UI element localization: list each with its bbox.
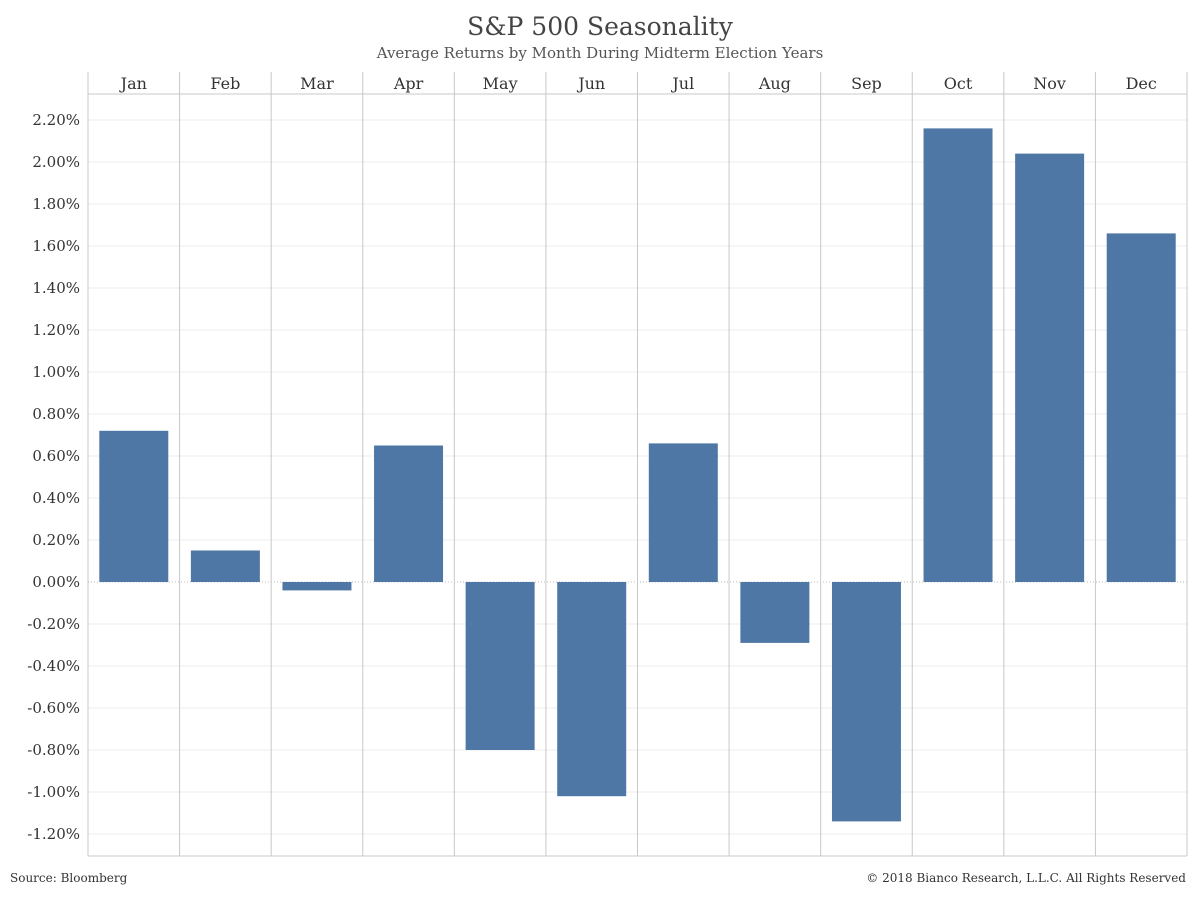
y-tick-label: 1.80% [32,195,80,213]
y-tick-label: -1.20% [27,825,80,843]
month-label-apr: Apr [393,74,424,93]
y-tick-label: 0.80% [32,405,80,423]
month-label-jun: Jun [576,74,605,93]
y-tick-label: -0.20% [27,615,80,633]
month-label-feb: Feb [210,74,240,93]
month-label-aug: Aug [758,74,791,93]
bar-nov [1015,153,1085,582]
month-label-jan: Jan [119,74,147,93]
y-tick-label: 1.00% [32,363,80,381]
month-label-may: May [483,74,518,93]
bar-mar [282,582,352,591]
month-labels: Jan Feb Mar Apr May Jun Jul Aug Sep Oct Nov Dec [119,74,1157,93]
y-tick-label: 0.40% [32,489,80,507]
y-tick-label: -1.00% [27,783,80,801]
month-label-mar: Mar [300,74,334,93]
y-tick-label: 0.00% [32,573,80,591]
bar-may [465,582,535,750]
y-tick-label: -0.80% [27,741,80,759]
y-tick-label: 1.20% [32,321,80,339]
y-tick-label: 0.60% [32,447,80,465]
y-tick-label: -0.40% [27,657,80,675]
bar-aug [740,582,810,643]
y-tick-label: -0.60% [27,699,80,717]
bar-jul [648,443,718,582]
copyright-note: © 2018 Bianco Research, L.L.C. All Right… [866,871,1186,885]
bar-jun [557,582,627,797]
bar-jan [99,430,169,582]
y-tick-label: 2.20% [32,111,80,129]
bar-sep [831,582,901,822]
month-label-nov: Nov [1033,74,1066,93]
chart-subtitle: Average Returns by Month During Midterm … [376,44,824,62]
month-label-oct: Oct [944,74,973,93]
y-tick-labels: 2.20% 2.00% 1.80% 1.60% 1.40% 1.20% 1.00% 0.80%… [27,111,80,843]
y-tick-label: 0.20% [32,531,80,549]
bar-apr [374,445,444,582]
bar-dec [1106,233,1176,582]
source-note: Source: Bloomberg [10,871,128,885]
y-tick-label: 1.60% [32,237,80,255]
month-label-sep: Sep [851,74,882,93]
month-label-jul: Jul [670,74,694,93]
month-label-dec: Dec [1126,74,1157,93]
chart-title: S&P 500 Seasonality [467,12,733,41]
y-tick-label: 2.00% [32,153,80,171]
bar-feb [190,550,260,582]
bars [99,128,1176,822]
bar-oct [923,128,993,582]
y-tick-label: 1.40% [32,279,80,297]
column-dividers [87,72,1188,857]
